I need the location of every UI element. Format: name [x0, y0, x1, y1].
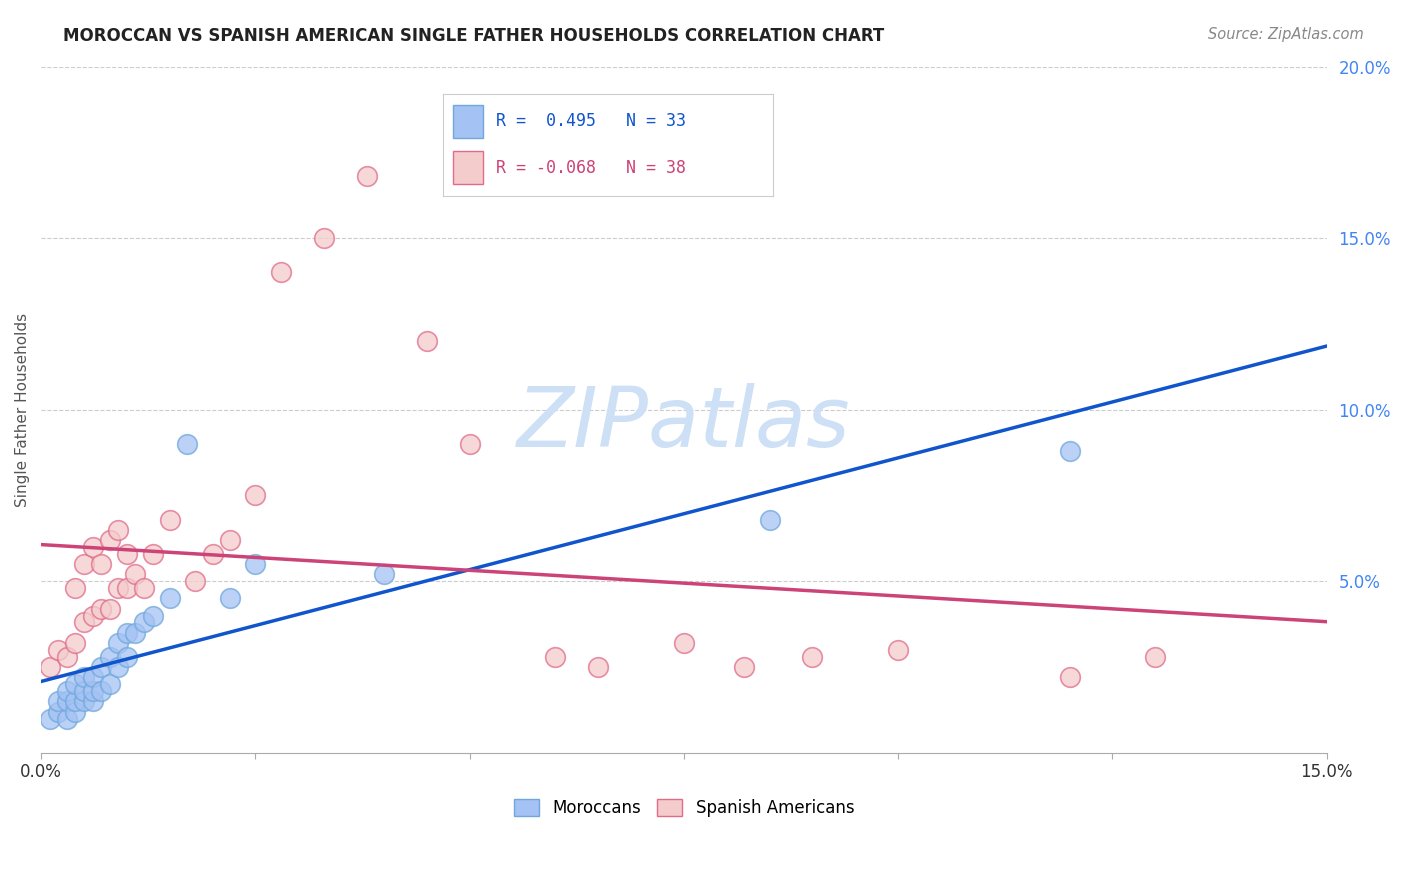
FancyBboxPatch shape [453, 105, 482, 137]
Point [82, 608, 104, 623]
Point [159, 512, 181, 526]
Point [159, 591, 181, 606]
Point [65, 636, 87, 650]
Point [82, 540, 104, 554]
Point [90, 660, 112, 674]
Point [141, 547, 163, 561]
Point [115, 625, 138, 640]
Point [1144, 649, 1167, 664]
Point [65, 581, 87, 595]
Point [1059, 670, 1081, 684]
Point [98, 601, 121, 615]
Point [107, 581, 129, 595]
Point [356, 169, 378, 184]
Point [672, 636, 695, 650]
Point [56, 684, 79, 698]
Point [733, 660, 755, 674]
Legend: Moroccans, Spanish Americans: Moroccans, Spanish Americans [508, 792, 860, 823]
Point [82, 694, 104, 708]
Y-axis label: Single Father Households: Single Father Households [15, 313, 30, 507]
Point [132, 615, 155, 630]
Point [115, 547, 138, 561]
Point [38, 712, 60, 726]
Text: Source: ZipAtlas.com: Source: ZipAtlas.com [1208, 27, 1364, 42]
Point [141, 608, 163, 623]
Text: R =  0.495   N = 33: R = 0.495 N = 33 [496, 112, 686, 130]
Point [416, 334, 439, 348]
Point [98, 533, 121, 547]
Point [1059, 443, 1081, 458]
Point [46, 694, 69, 708]
Point [373, 567, 395, 582]
Point [132, 581, 155, 595]
Point [107, 636, 129, 650]
Point [82, 670, 104, 684]
Point [73, 557, 96, 571]
Point [801, 649, 824, 664]
Point [46, 705, 69, 719]
Point [586, 660, 609, 674]
Point [82, 684, 104, 698]
Point [245, 557, 267, 571]
Point [115, 581, 138, 595]
Point [46, 643, 69, 657]
Point [124, 567, 146, 582]
Point [758, 512, 780, 526]
Point [56, 649, 79, 664]
Point [107, 523, 129, 537]
Point [38, 660, 60, 674]
Point [65, 694, 87, 708]
Point [124, 625, 146, 640]
Point [73, 694, 96, 708]
Text: ZIPatlas: ZIPatlas [517, 383, 851, 464]
Point [176, 437, 198, 451]
Point [218, 533, 240, 547]
Point [107, 660, 129, 674]
Text: R = -0.068   N = 38: R = -0.068 N = 38 [496, 159, 686, 177]
Point [245, 488, 267, 502]
Point [458, 437, 481, 451]
Point [312, 231, 335, 245]
Point [544, 649, 567, 664]
Point [98, 649, 121, 664]
FancyBboxPatch shape [453, 151, 482, 184]
Point [90, 684, 112, 698]
Point [887, 643, 910, 657]
Point [218, 591, 240, 606]
Point [73, 615, 96, 630]
Point [56, 712, 79, 726]
Point [73, 684, 96, 698]
Point [270, 265, 292, 279]
Point [65, 705, 87, 719]
Point [90, 557, 112, 571]
Text: MOROCCAN VS SPANISH AMERICAN SINGLE FATHER HOUSEHOLDS CORRELATION CHART: MOROCCAN VS SPANISH AMERICAN SINGLE FATH… [63, 27, 884, 45]
Point [65, 677, 87, 691]
Point [56, 694, 79, 708]
Point [201, 547, 224, 561]
Point [184, 574, 207, 589]
Point [90, 601, 112, 615]
Point [98, 677, 121, 691]
Point [115, 649, 138, 664]
Point [73, 670, 96, 684]
